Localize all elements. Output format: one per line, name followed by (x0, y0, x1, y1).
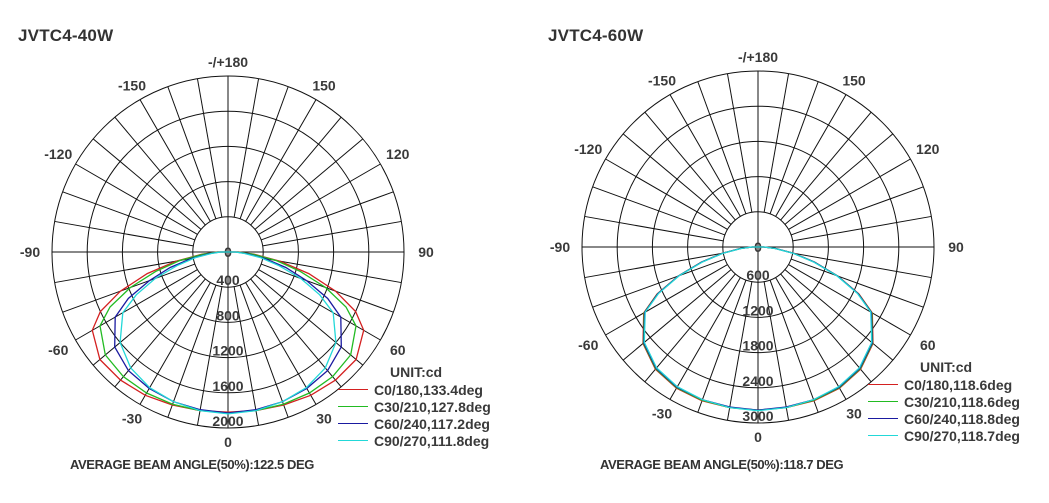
svg-text:-90: -90 (550, 239, 570, 255)
svg-text:90: 90 (948, 239, 964, 255)
chart-panel-40w: JVTC4-40W 0 400 800 1200 1600 2000 -/+180 150 -1… (0, 0, 524, 503)
svg-text:2000: 2000 (212, 413, 243, 429)
svg-text:60: 60 (390, 342, 406, 358)
svg-text:1200: 1200 (212, 343, 243, 359)
legend-swatch-red (338, 389, 368, 390)
curve-C90-270 (119, 251, 337, 415)
svg-text:150: 150 (312, 78, 336, 94)
svg-text:400: 400 (216, 272, 240, 288)
svg-text:-120: -120 (574, 141, 602, 157)
chart-panel-60w: JVTC4-60W 0 600 1200 1800 2400 3000 -/+180 150-… (530, 0, 1049, 503)
legend-item-c30: C30/210,118.6deg (868, 393, 1020, 410)
svg-text:120: 120 (916, 141, 940, 157)
legend-label: C60/240,117.2deg (374, 415, 490, 432)
polar-grid (51, 75, 405, 429)
svg-text:-90: -90 (20, 244, 40, 260)
legend-label: C90/270,111.8deg (374, 432, 490, 449)
svg-text:150: 150 (842, 73, 866, 89)
svg-text:-60: -60 (578, 337, 598, 353)
curve-C60-240 (114, 251, 342, 414)
legend-item-c30: C30/210,127.8deg (338, 398, 491, 415)
legend-item-c0: C0/180,118.6deg (868, 376, 1020, 393)
svg-text:1800: 1800 (742, 338, 773, 354)
angle-labels: -/+180 150 -150 120 -120 90 -90 60 -60 30 -30 0 (550, 49, 964, 445)
unit-label: UNIT:cd (920, 359, 973, 375)
svg-text:1200: 1200 (742, 302, 773, 318)
svg-text:800: 800 (216, 307, 240, 323)
legend-swatch-cyan (338, 440, 368, 441)
legend-swatch-green (868, 401, 898, 402)
average-beam-angle: AVERAGE BEAM ANGLE(50%):118.7 DEG (600, 457, 844, 472)
chart-legend: UNIT:cd C0/180,133.4deg C30/210,127.8deg… (338, 363, 491, 449)
unit-label: UNIT:cd (390, 364, 443, 380)
legend-item-c90: C90/270,111.8deg (338, 432, 491, 449)
svg-text:-/+180: -/+180 (738, 49, 778, 65)
intensity-curves (642, 246, 874, 412)
legend-swatch-green (338, 406, 368, 407)
svg-text:60: 60 (920, 337, 936, 353)
legend-item-c90: C90/270,118.7deg (868, 427, 1020, 444)
svg-text:-150: -150 (118, 78, 146, 94)
polar-chart: 0 400 800 1200 1600 2000 -/+180 150 -150 120 -120 9… (20, 54, 434, 450)
angle-labels: -/+180 150 -150 120 -120 90 -90 60 -60 30 -30 0 (20, 54, 434, 450)
polar-grid (581, 70, 935, 424)
curve-C90-270 (643, 246, 873, 412)
svg-text:-/+180: -/+180 (208, 54, 248, 70)
svg-text:120: 120 (386, 146, 410, 162)
svg-text:-30: -30 (122, 410, 142, 426)
legend-label: C60/240,118.8deg (904, 410, 1020, 427)
chart-legend: UNIT:cd C0/180,118.6deg C30/210,118.6deg… (868, 358, 1020, 444)
svg-text:-30: -30 (652, 405, 672, 421)
legend-item-c0: C0/180,133.4deg (338, 381, 491, 398)
svg-text:-120: -120 (44, 146, 72, 162)
chart-title: JVTC4-60W (548, 26, 644, 45)
svg-text:-60: -60 (48, 342, 68, 358)
svg-text:-150: -150 (648, 73, 676, 89)
svg-text:30: 30 (846, 405, 862, 421)
legend-label: C30/210,118.6deg (904, 393, 1020, 410)
svg-text:1600: 1600 (212, 378, 243, 394)
legend-swatch-navy (868, 418, 898, 419)
svg-text:0: 0 (224, 434, 232, 450)
chart-title: JVTC4-40W (18, 26, 114, 45)
legend-label: C90/270,118.7deg (904, 427, 1020, 444)
curve-C0-180 (91, 251, 365, 413)
svg-text:30: 30 (316, 410, 332, 426)
svg-text:2400: 2400 (742, 373, 773, 389)
svg-text:0: 0 (754, 429, 762, 445)
svg-text:600: 600 (746, 267, 770, 283)
polar-chart: 0 600 1200 1800 2400 3000 -/+180 150 -150 120 -120… (550, 49, 964, 445)
legend-swatch-navy (338, 423, 368, 424)
legend-swatch-red (868, 384, 898, 385)
legend-label: C0/180,118.6deg (904, 376, 1013, 393)
intensity-curves (91, 251, 365, 415)
legend-label: C30/210,127.8deg (374, 398, 491, 415)
legend-swatch-cyan (868, 435, 898, 436)
legend-item-c60: C60/240,118.8deg (868, 410, 1020, 427)
svg-text:3000: 3000 (742, 408, 773, 424)
legend-item-c60: C60/240,117.2deg (338, 415, 491, 432)
average-beam-angle: AVERAGE BEAM ANGLE(50%):122.5 DEG (70, 457, 314, 472)
legend-label: C0/180,133.4deg (374, 381, 483, 398)
svg-text:90: 90 (418, 244, 434, 260)
